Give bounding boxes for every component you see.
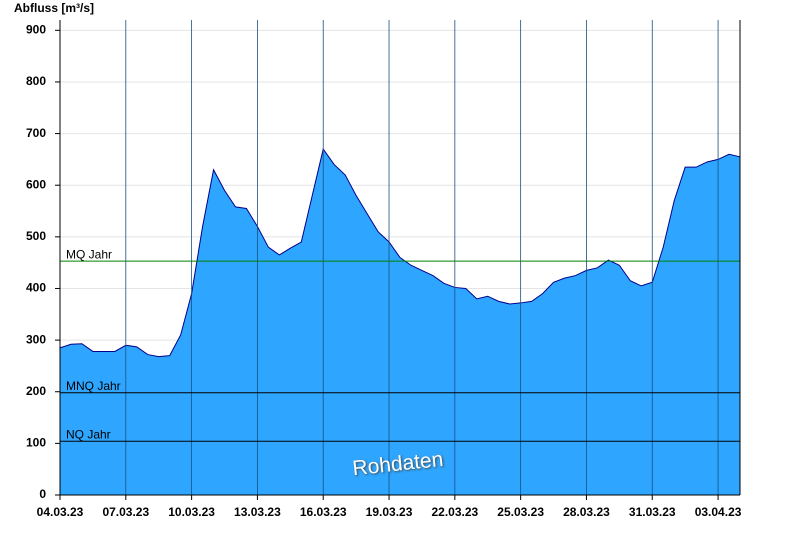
area bbox=[60, 149, 740, 495]
y-tick-label: 400 bbox=[26, 281, 46, 295]
x-tick-label: 16.03.23 bbox=[300, 505, 347, 519]
reference-label: MNQ Jahr bbox=[66, 379, 121, 393]
x-tick-label: 04.03.23 bbox=[37, 505, 84, 519]
y-tick-label: 700 bbox=[26, 126, 46, 140]
area-line bbox=[59, 147, 741, 358]
y-tick-label: 100 bbox=[26, 436, 46, 450]
reference-label: NQ Jahr bbox=[66, 427, 111, 441]
y-axis-title: Abfluss [m³/s] bbox=[14, 1, 94, 15]
x-tick-label: 28.03.23 bbox=[563, 505, 610, 519]
y-tick-label: 600 bbox=[26, 177, 46, 191]
y-tick-label: 200 bbox=[26, 384, 46, 398]
x-tick-label: 19.03.23 bbox=[366, 505, 413, 519]
reference-label: MQ Jahr bbox=[66, 247, 112, 261]
x-tick-label: 07.03.23 bbox=[102, 505, 149, 519]
y-tick-label: 500 bbox=[26, 229, 46, 243]
x-tick-label: 22.03.23 bbox=[431, 505, 478, 519]
y-tick-label: 300 bbox=[26, 332, 46, 346]
x-tick-label: 13.03.23 bbox=[234, 505, 281, 519]
x-tick-label: 31.03.23 bbox=[629, 505, 676, 519]
y-tick-label: 900 bbox=[26, 22, 46, 36]
x-tick-label: 25.03.23 bbox=[497, 505, 544, 519]
x-tick-label: 10.03.23 bbox=[168, 505, 215, 519]
y-tick-label: 800 bbox=[26, 74, 46, 88]
x-tick-label: 03.04.23 bbox=[695, 505, 742, 519]
y-tick-label: 0 bbox=[39, 487, 46, 501]
